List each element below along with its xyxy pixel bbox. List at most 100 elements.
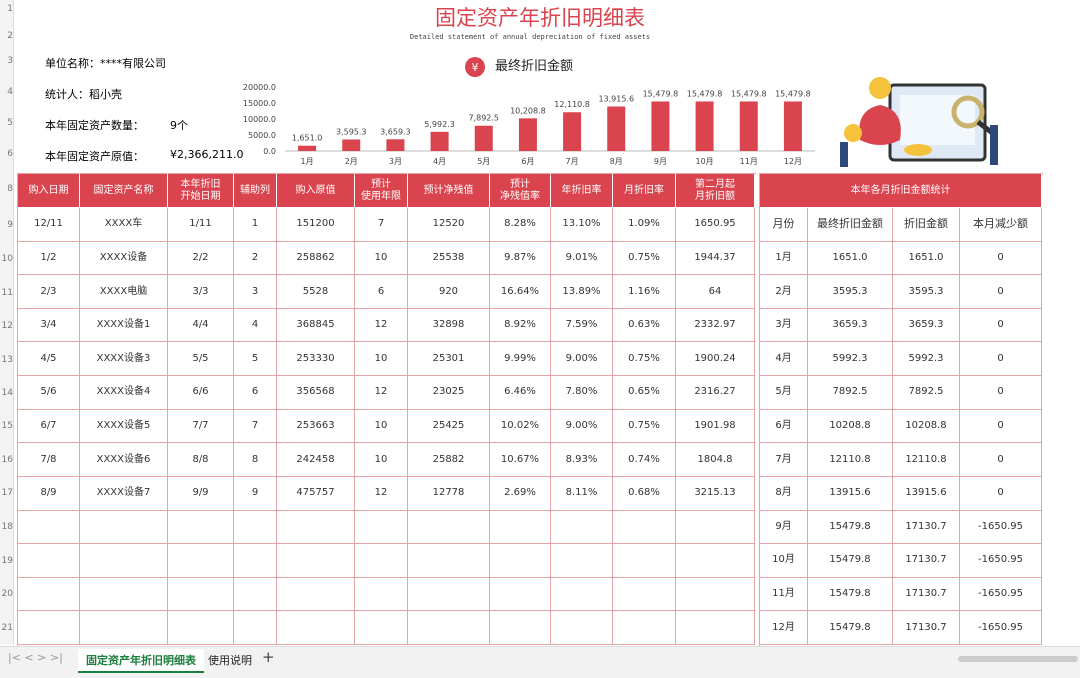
table-cell: 10: [355, 342, 408, 377]
value-label: 10,208.8: [510, 106, 546, 115]
table-cell: 7892.5: [893, 376, 960, 410]
empty-cell: [234, 544, 277, 578]
table-cell: 4月: [760, 342, 808, 377]
table-cell: 2月: [760, 275, 808, 309]
illustration: [840, 77, 998, 167]
table-cell: 9月: [760, 510, 808, 545]
badge-text: ¥: [472, 61, 479, 74]
x-tick-label: 10月: [695, 157, 713, 166]
bar: [563, 112, 582, 151]
table-cell: 2: [234, 241, 277, 276]
info-count-label: 本年固定资产数量：: [45, 119, 144, 132]
row-header: 1 2 3 4 5 6 8 9 10 11 12 13 14 15 16 17 18 19 20 21: [0, 0, 14, 645]
row-number: 18: [1, 522, 13, 532]
empty-cell: [80, 577, 168, 612]
empty-cell: [676, 577, 755, 612]
table-cell: 258862: [277, 241, 355, 276]
empty-cell: [277, 510, 355, 545]
table-cell: XXXX设备3: [80, 342, 168, 377]
table-cell: 12520: [408, 208, 490, 242]
table-cell: 3/3: [168, 275, 234, 309]
table-cell: 12/11: [18, 208, 80, 242]
table-cell: 25425: [408, 409, 490, 444]
table-cell: 5992.3: [893, 342, 960, 377]
table-cell: 1804.8: [676, 443, 755, 477]
table-cell: 17130.7: [893, 510, 960, 545]
row-number: 14: [1, 388, 13, 398]
table-cell: 10.02%: [490, 409, 551, 444]
table-cell: 8.92%: [490, 308, 551, 343]
empty-cell: [355, 611, 408, 645]
x-tick-label: 12月: [784, 157, 802, 166]
table-cell: 7892.5: [808, 376, 893, 410]
table-cell: 25301: [408, 342, 490, 377]
empty-cell: [408, 611, 490, 645]
table-cell: XXXX设备: [80, 241, 168, 276]
table-cell: 1.16%: [613, 275, 676, 309]
table-cell: 5992.3: [808, 342, 893, 377]
y-tick-label: 20000.0: [243, 83, 276, 92]
bar: [739, 101, 758, 151]
table-cell: 10208.8: [893, 409, 960, 444]
row-number: 20: [1, 589, 13, 599]
empty-cell: [355, 510, 408, 545]
table-border: [17, 173, 756, 646]
table-cell: 4/5: [18, 342, 80, 377]
table-cell: 253330: [277, 342, 355, 377]
table-cell: 2/3: [18, 275, 80, 309]
table-cell: 7月: [760, 443, 808, 477]
empty-cell: [355, 544, 408, 578]
bar: [651, 101, 670, 151]
row-number: 2: [7, 31, 13, 41]
row-number: 11: [1, 288, 13, 298]
bar: [607, 106, 626, 151]
table-cell: 3659.3: [808, 308, 893, 343]
x-tick-label: 11月: [740, 157, 758, 166]
scrollbar[interactable]: [958, 656, 1078, 662]
value-label: 15,479.8: [687, 89, 723, 98]
table-cell: 5/6: [18, 376, 80, 410]
column-header: 本月减少额: [960, 208, 1042, 242]
table-cell: 64: [676, 275, 755, 309]
empty-cell: [355, 577, 408, 612]
info-company: 单位名称：****有限公司: [45, 57, 166, 70]
row-number: 17: [1, 488, 13, 498]
empty-cell: [613, 611, 676, 645]
column-header: 辅助列: [234, 174, 277, 208]
tab-nav[interactable]: |< < > >|: [8, 651, 63, 664]
row-number: 13: [1, 355, 13, 365]
empty-cell: [490, 510, 551, 545]
x-tick-label: 7月: [566, 157, 579, 166]
empty-cell: [80, 510, 168, 545]
table-cell: 6.46%: [490, 376, 551, 410]
table-cell: 4/4: [168, 308, 234, 343]
table-cell: 8.93%: [551, 443, 613, 477]
table-cell: 5528: [277, 275, 355, 309]
row-number: 6: [7, 149, 13, 159]
table-cell: 368845: [277, 308, 355, 343]
table-cell: 6/7: [18, 409, 80, 444]
table-cell: 0: [960, 376, 1042, 410]
row-number: 10: [1, 254, 13, 264]
column-header: 本年折旧 开始日期: [168, 174, 234, 208]
x-tick-label: 1月: [301, 157, 314, 166]
table-cell: 10: [355, 241, 408, 276]
value-label: 15,479.8: [775, 89, 811, 98]
sheet-tab[interactable]: 固定资产年折旧明细表: [78, 649, 204, 673]
table-cell: 10.67%: [490, 443, 551, 477]
x-tick-label: 2月: [345, 157, 358, 166]
table-cell: 1944.37: [676, 241, 755, 276]
table-cell: XXXX设备1: [80, 308, 168, 343]
info-count-value: 9个: [170, 119, 188, 132]
table-cell: 242458: [277, 443, 355, 477]
table-cell: 9/9: [168, 476, 234, 511]
empty-cell: [234, 510, 277, 545]
empty-cell: [551, 577, 613, 612]
empty-cell: [490, 611, 551, 645]
add-sheet[interactable]: +: [262, 648, 275, 666]
table-cell: 12: [355, 376, 408, 410]
table-cell: 0.65%: [613, 376, 676, 410]
sheet-tab[interactable]: 使用说明: [208, 654, 252, 667]
empty-cell: [490, 577, 551, 612]
